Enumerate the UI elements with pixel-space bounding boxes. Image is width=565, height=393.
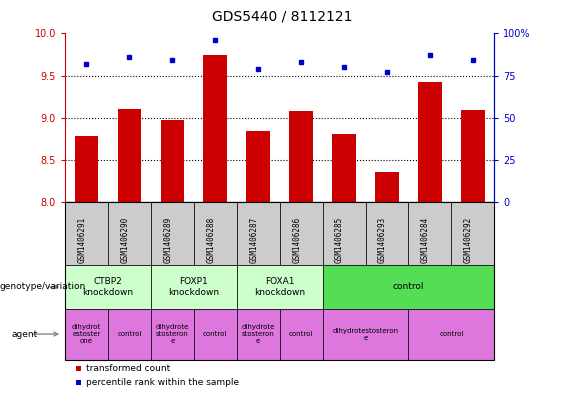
- Text: control: control: [393, 283, 424, 291]
- Text: GSM1406286: GSM1406286: [292, 217, 301, 263]
- Bar: [160, 120, 184, 202]
- Text: GSM1406292: GSM1406292: [464, 217, 473, 263]
- Text: agent: agent: [11, 330, 37, 338]
- Text: CTBP2
knockdown: CTBP2 knockdown: [82, 277, 133, 297]
- Text: GSM1406289: GSM1406289: [163, 217, 172, 263]
- Text: GSM1406284: GSM1406284: [421, 217, 430, 263]
- Text: GSM1406290: GSM1406290: [120, 217, 129, 263]
- Text: control: control: [439, 331, 464, 337]
- Bar: [289, 111, 313, 202]
- Bar: [246, 131, 270, 202]
- Text: GSM1406293: GSM1406293: [378, 217, 387, 263]
- Bar: [332, 134, 356, 202]
- Text: FOXA1
knockdown: FOXA1 knockdown: [254, 277, 305, 297]
- Bar: [75, 136, 98, 202]
- Text: GSM1406291: GSM1406291: [77, 217, 86, 263]
- Bar: [418, 82, 442, 202]
- Text: dihydrot
estoster
one: dihydrot estoster one: [72, 324, 101, 344]
- Text: FOXP1
knockdown: FOXP1 knockdown: [168, 277, 219, 297]
- Text: dihydrote
stosteron
e: dihydrote stosteron e: [241, 324, 275, 344]
- Bar: [375, 172, 399, 202]
- Text: GSM1406287: GSM1406287: [249, 217, 258, 263]
- Text: GSM1406285: GSM1406285: [335, 217, 344, 263]
- Bar: [118, 109, 141, 202]
- Text: GDS5440 / 8112121: GDS5440 / 8112121: [212, 10, 353, 24]
- Text: dihydrotestosteron
e: dihydrotestosteron e: [332, 327, 399, 341]
- Text: transformed count: transformed count: [85, 364, 170, 373]
- Text: percentile rank within the sample: percentile rank within the sample: [85, 378, 238, 387]
- Text: dihydrote
stosteron
e: dihydrote stosteron e: [155, 324, 189, 344]
- Text: control: control: [203, 331, 228, 337]
- Text: GSM1406288: GSM1406288: [206, 217, 215, 263]
- Text: control: control: [117, 331, 142, 337]
- Bar: [461, 110, 485, 202]
- Text: control: control: [289, 331, 314, 337]
- Bar: [203, 55, 227, 202]
- Text: genotype/variation: genotype/variation: [0, 283, 86, 291]
